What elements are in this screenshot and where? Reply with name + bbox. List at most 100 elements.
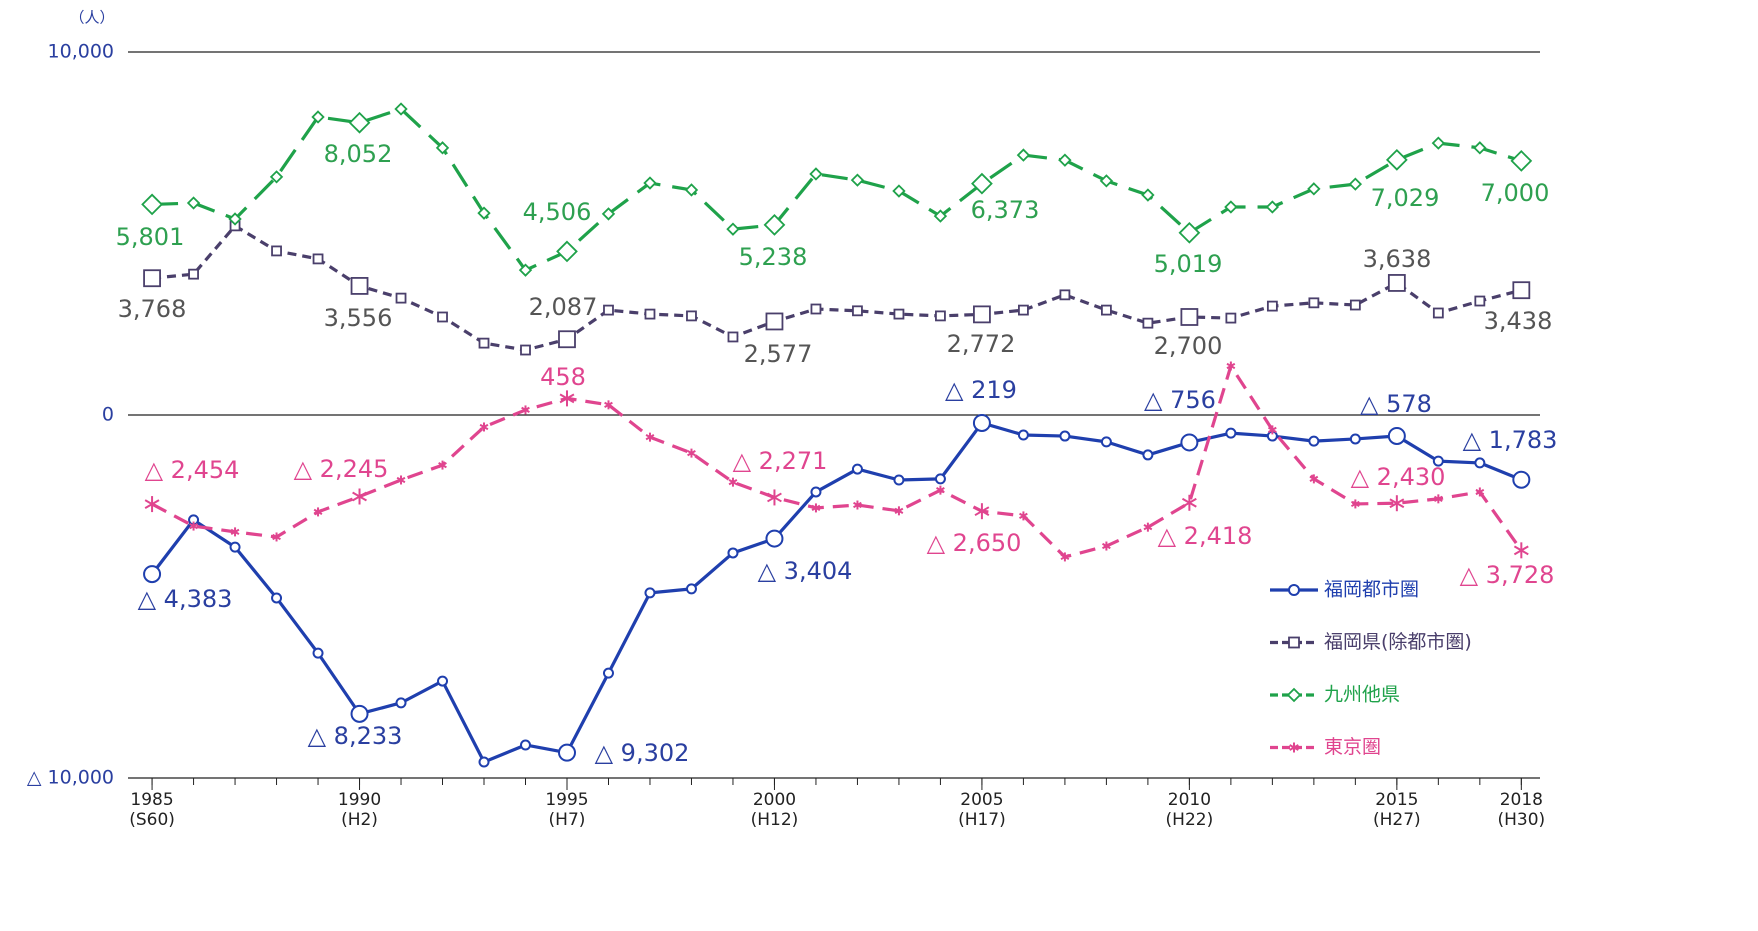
value-label: 8,052 (324, 140, 393, 168)
value-label: 7,000 (1481, 179, 1550, 207)
point (1058, 153, 1072, 167)
point (437, 311, 448, 323)
point (1510, 150, 1533, 172)
point (1141, 188, 1155, 202)
point (1178, 221, 1201, 244)
point (1385, 148, 1408, 171)
x-tick-label: 2018 (1500, 790, 1543, 810)
legend-label: 福岡県(除都市圏) (1324, 631, 1472, 653)
point (1101, 304, 1112, 316)
value-label: 2,772 (947, 330, 1016, 358)
point-stroke (1267, 426, 1277, 433)
point (1512, 470, 1531, 489)
point (767, 489, 782, 506)
point (228, 212, 242, 226)
point (1387, 274, 1406, 292)
point (933, 209, 948, 223)
point (230, 527, 240, 537)
x-tick-label: 1985 (130, 790, 173, 810)
point (687, 448, 696, 458)
value-label: 5,019 (1154, 250, 1223, 278)
point (728, 477, 738, 487)
point (811, 503, 821, 513)
point (809, 167, 823, 181)
point (1349, 433, 1361, 445)
x-tick-label: 2010 (1168, 790, 1211, 810)
x-tick-sublabel: (H17) (958, 810, 1006, 830)
point-stroke (767, 492, 782, 503)
value-label: △ 8,233 (308, 722, 403, 750)
series-line (151, 224, 1522, 352)
point (394, 102, 408, 116)
value-label: 3,768 (118, 295, 187, 323)
point (1267, 425, 1277, 435)
point (644, 587, 656, 599)
point (1513, 542, 1529, 559)
value-label: 2,700 (1154, 332, 1223, 360)
x-tick-sublabel: (S60) (129, 810, 175, 830)
point (852, 305, 863, 317)
point (973, 305, 991, 324)
legend-label: 東京圏 (1324, 736, 1381, 758)
point-stroke (438, 461, 447, 469)
value-label: △ 9,302 (595, 739, 690, 767)
value-label: 2,087 (529, 293, 598, 321)
legend-marker (1288, 636, 1300, 649)
point (1143, 522, 1153, 532)
series-line (151, 364, 1523, 559)
value-label: △ 578 (1360, 390, 1432, 418)
point (558, 330, 576, 349)
point (1473, 141, 1487, 155)
point (186, 196, 201, 210)
point (810, 486, 822, 498)
value-label: △ 3,404 (758, 557, 853, 585)
point (1308, 435, 1320, 447)
point-stroke (1226, 362, 1236, 370)
point (438, 460, 447, 470)
point (141, 193, 163, 216)
value-label: 3,438 (1484, 307, 1553, 335)
point (520, 344, 531, 356)
point (892, 184, 906, 198)
point (972, 413, 991, 432)
value-label: 5,238 (739, 243, 808, 271)
point (643, 176, 657, 190)
point (1474, 457, 1486, 469)
value-label: 6,373 (971, 196, 1040, 224)
point (850, 173, 865, 187)
point (765, 529, 784, 548)
point (144, 496, 160, 513)
value-label: 4,506 (523, 198, 592, 226)
point (143, 565, 162, 584)
value-label: 458 (540, 363, 586, 391)
point (1019, 511, 1028, 521)
point (1016, 148, 1031, 162)
point (1265, 200, 1280, 214)
y-tick-label: 0 (102, 404, 114, 426)
point (479, 422, 489, 432)
point (851, 463, 863, 475)
point (685, 583, 697, 595)
legend-marker (1289, 742, 1299, 753)
legend-marker (1286, 687, 1302, 703)
point-stroke (1181, 497, 1197, 508)
point-stroke (1433, 495, 1443, 502)
point (1180, 308, 1199, 326)
x-tick-sublabel: (H12) (751, 810, 799, 830)
point (559, 390, 575, 407)
point (1018, 304, 1029, 316)
point-stroke (1350, 500, 1360, 508)
point (143, 269, 161, 288)
point (557, 743, 576, 762)
point (1350, 499, 1360, 509)
point (893, 308, 905, 320)
point (1059, 289, 1071, 301)
point (350, 704, 369, 723)
value-label: 5,801 (116, 223, 185, 251)
point-stroke (1019, 512, 1028, 520)
value-label: △ 2,271 (733, 447, 828, 475)
point (1475, 487, 1485, 497)
point (312, 253, 324, 265)
point (1060, 552, 1070, 562)
point (1307, 182, 1321, 196)
